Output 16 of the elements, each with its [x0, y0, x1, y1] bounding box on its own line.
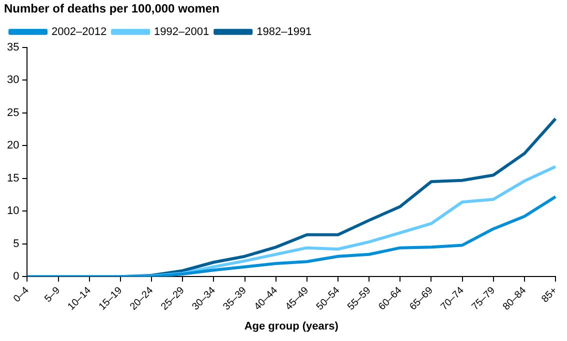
legend-label: 2002–2012 — [52, 26, 107, 38]
y-tick-label: 35 — [6, 41, 20, 54]
y-tick-label: 20 — [6, 140, 20, 152]
x-tick-label: 85+ — [540, 285, 560, 305]
x-axis-title: Age group (years) — [244, 320, 339, 332]
y-tick-label: 15 — [6, 172, 20, 184]
chart-title: Number of deaths per 100,000 women — [4, 2, 220, 16]
y-tick-label: 30 — [6, 74, 20, 86]
y-tick-label: 10 — [6, 205, 20, 218]
y-tick-label: 0 — [13, 270, 20, 283]
y-tick-label: 25 — [6, 106, 20, 119]
legend-label: 1982–1991 — [256, 26, 312, 38]
x-tick-label: 5–9 — [42, 284, 63, 305]
legend-label: 1992–2001 — [154, 26, 210, 38]
y-tick-label: 5 — [13, 238, 20, 250]
x-tick-label: 0–4 — [12, 284, 32, 305]
